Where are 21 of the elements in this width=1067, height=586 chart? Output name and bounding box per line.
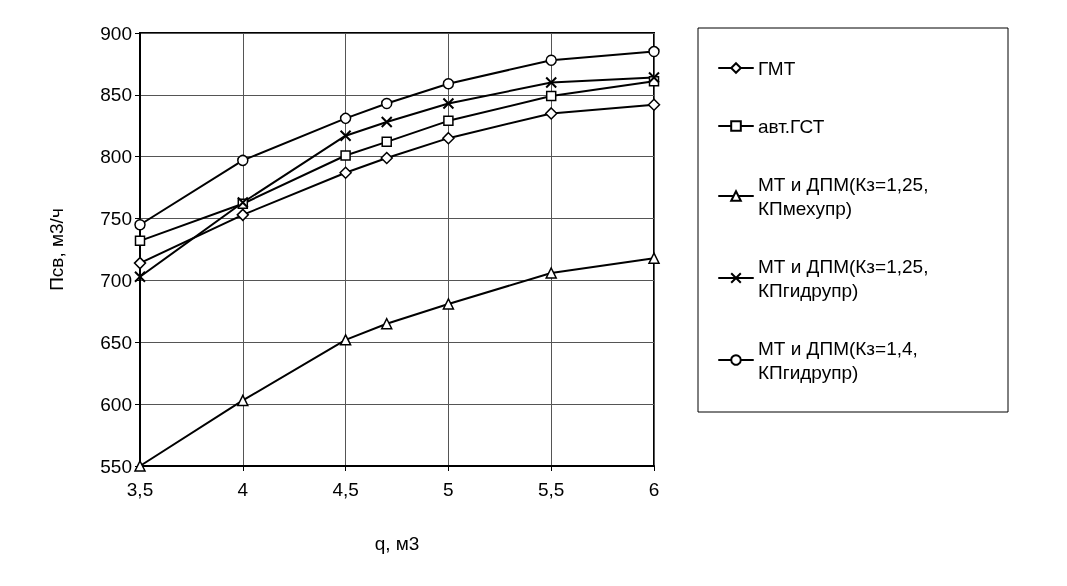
x-tick-label: 5,5 <box>537 479 565 500</box>
y-tick-label: 850 <box>100 84 132 106</box>
y-tick-label: 700 <box>100 269 132 291</box>
x-tick-label: 6 <box>648 479 660 500</box>
x-tick-label: 4,5 <box>332 479 359 500</box>
legend-label: МТ и ДПМ(Кз=1,25, КПмехупр) <box>758 173 934 219</box>
x-tick-label: 3,5 <box>126 479 154 500</box>
y-tick-label: 650 <box>100 331 132 353</box>
legend-label: МТ и ДПМ(Кз=1,4, КПгидрупр) <box>758 337 924 383</box>
x-tick-label: 4 <box>237 479 249 500</box>
legend-label: авт.ГСТ <box>758 115 825 137</box>
y-tick-label: 800 <box>100 146 132 168</box>
legend-label: МТ и ДПМ(Кз=1,25, КПгидрупр) <box>758 255 934 301</box>
y-tick-label: 600 <box>100 393 132 415</box>
y-tick-label: 550 <box>100 455 132 477</box>
legend-label: ГМТ <box>758 57 796 79</box>
y-tick-label: 900 <box>100 22 132 44</box>
y-tick-label: 750 <box>100 208 132 230</box>
x-tick-label: 5 <box>443 479 454 500</box>
y-axis-title: Псв, м3/ч <box>46 208 67 291</box>
x-axis-title: q, м3 <box>374 533 420 554</box>
